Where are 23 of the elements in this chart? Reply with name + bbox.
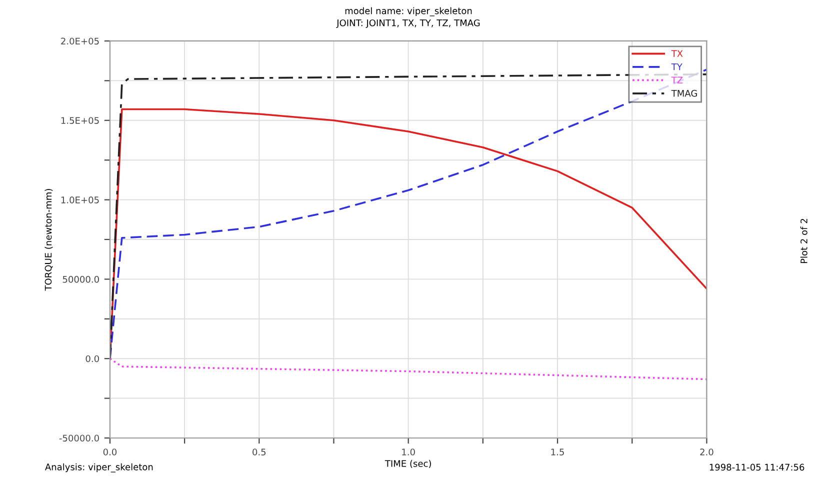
text: 1998-11-05 11:47:56: [710, 464, 804, 471]
x-axis-title: TIME (sec): [384, 460, 431, 468]
text: Analysis: viper_skeleton: [45, 463, 153, 472]
y-axis-title: TORQUE (newton-mm): [44, 189, 53, 291]
legend-label: TY: [671, 64, 682, 70]
y-tick-label: 0.0: [86, 355, 99, 362]
y-tick-label: 1.5E+05: [61, 117, 99, 124]
chart-subtitle: JOINT: JOINT1, TX, TY, TZ, TMAG: [336, 19, 480, 28]
legend-label: TX: [671, 50, 683, 57]
y-tick-label: 1.0E+05: [61, 196, 99, 204]
x-tick-label: 1.5: [551, 448, 564, 456]
y-tick-label: 50000.0: [62, 276, 99, 283]
x-tick-label: 1.0: [402, 448, 415, 456]
chart-title: model name: viper_skeleton: [345, 7, 472, 16]
line-series: [110, 358, 707, 380]
y-tick-label: 2.0E+05: [61, 38, 99, 45]
legend-label: TMAG: [671, 90, 697, 97]
x-tick-label: 0.5: [252, 448, 266, 456]
y-tick-label: -50000.0: [59, 434, 99, 442]
text: Plot 2 of 2: [800, 218, 808, 264]
x-tick-label: 0.0: [103, 448, 117, 456]
x-tick-label: 2.0: [700, 448, 714, 456]
legend-label: TZ: [671, 76, 683, 84]
